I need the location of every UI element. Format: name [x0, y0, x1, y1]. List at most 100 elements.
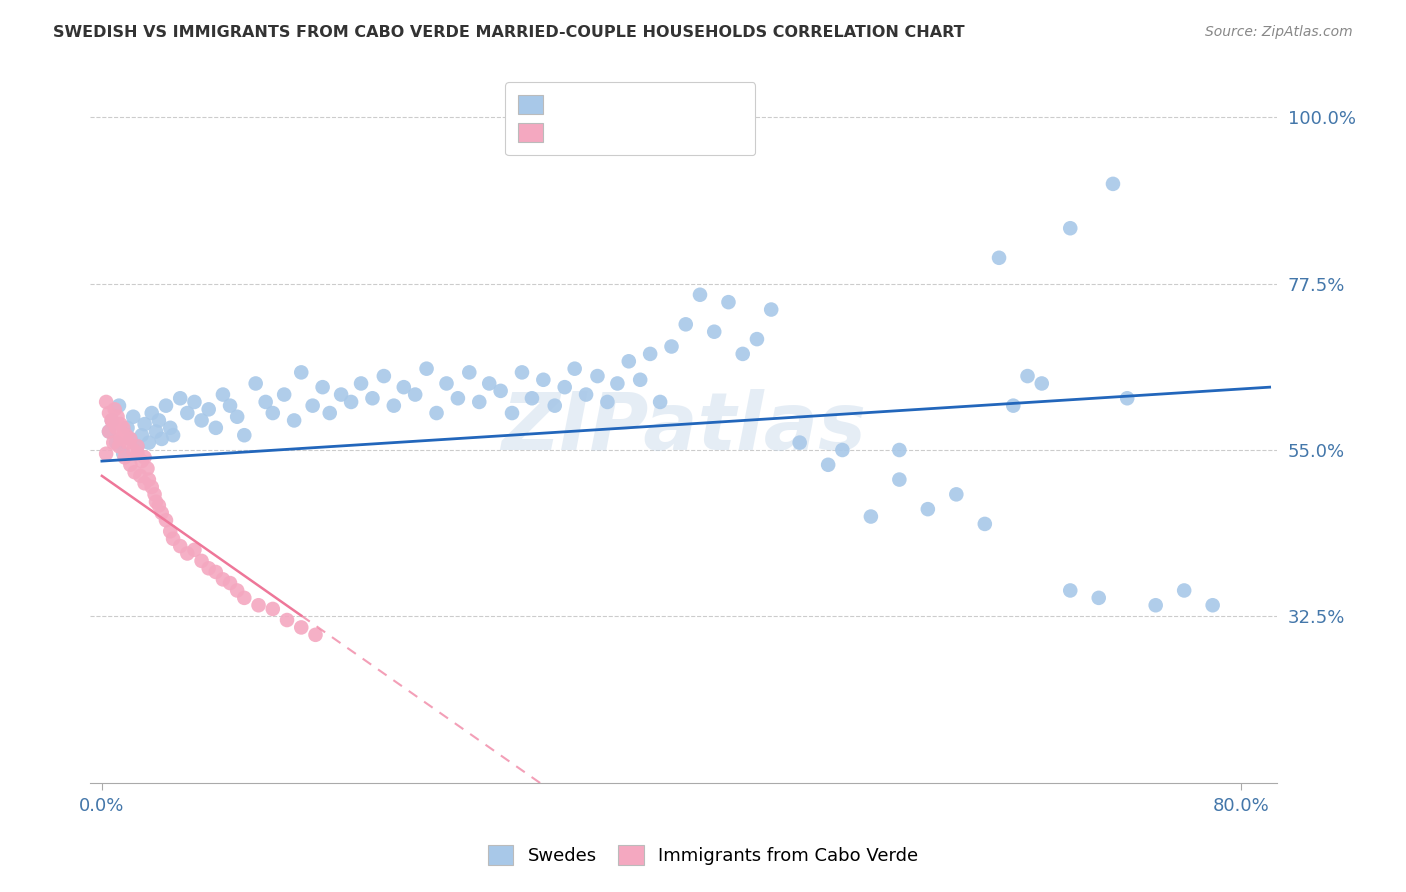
Point [262, 406, 284, 420]
Point [110, 417, 132, 431]
Point [586, 369, 609, 384]
Point [103, 435, 125, 450]
Point [1002, 399, 1025, 413]
Point [134, 476, 156, 491]
Point [531, 373, 554, 387]
Point [350, 376, 373, 391]
Point [124, 465, 146, 479]
Point [290, 365, 312, 379]
Point [127, 439, 149, 453]
Point [510, 365, 533, 379]
Point [650, 395, 672, 409]
Point [311, 380, 333, 394]
Point [273, 387, 295, 401]
Point [96, 447, 118, 461]
Point [617, 354, 640, 368]
Point [226, 409, 249, 424]
Point [247, 599, 270, 613]
Point [101, 413, 124, 427]
Point [245, 376, 267, 391]
Point [176, 406, 198, 420]
Point [120, 432, 142, 446]
Point [134, 417, 156, 431]
Point [262, 602, 284, 616]
Point [105, 435, 128, 450]
Point [330, 387, 353, 401]
Point [731, 347, 754, 361]
Point [150, 432, 173, 446]
Point [361, 391, 384, 405]
Point [105, 421, 128, 435]
Point [436, 376, 458, 391]
Point [1059, 221, 1081, 235]
Point [1144, 599, 1167, 613]
Text: Source: ZipAtlas.com: Source: ZipAtlas.com [1205, 25, 1353, 39]
Text: N =: N = [624, 88, 664, 106]
Point [917, 502, 939, 516]
Point [301, 399, 323, 413]
Point [945, 487, 967, 501]
Point [319, 406, 342, 420]
Point [169, 391, 191, 405]
Point [575, 387, 598, 401]
Point [889, 473, 911, 487]
Point [628, 373, 651, 387]
Point [554, 380, 576, 394]
Point [458, 365, 481, 379]
Legend: R =  0.146    N = 98 , R = -0.177    N = 53 : R = 0.146 N = 98 , R = -0.177 N = 53 [505, 82, 755, 155]
Point [638, 347, 661, 361]
Point [101, 413, 124, 427]
Point [159, 524, 181, 539]
Point [661, 339, 683, 353]
Point [489, 384, 512, 398]
Point [141, 480, 163, 494]
Point [108, 399, 131, 413]
Point [382, 399, 405, 413]
Point [859, 509, 882, 524]
Point [117, 435, 139, 450]
Point [817, 458, 839, 472]
Point [169, 539, 191, 553]
Point [1017, 369, 1039, 384]
Point [120, 458, 142, 472]
Point [127, 439, 149, 453]
Point [596, 395, 619, 409]
Point [1087, 591, 1109, 605]
Text: R =: R = [515, 88, 554, 106]
Point [183, 542, 205, 557]
Point [478, 376, 501, 391]
Point [564, 361, 586, 376]
Text: ZIPatlas: ZIPatlas [501, 389, 866, 467]
Point [745, 332, 768, 346]
Point [162, 532, 184, 546]
Point [127, 447, 149, 461]
Point [290, 620, 312, 634]
Text: 53: 53 [664, 110, 686, 128]
Point [138, 435, 160, 450]
Point [675, 318, 697, 332]
Text: 0.146: 0.146 [560, 88, 612, 106]
Point [392, 380, 415, 394]
Point [131, 454, 153, 468]
Point [425, 406, 447, 420]
Point [143, 487, 166, 501]
Point [606, 376, 628, 391]
Point [115, 428, 138, 442]
Point [131, 428, 153, 442]
Point [889, 442, 911, 457]
Point [141, 406, 163, 420]
Point [183, 395, 205, 409]
Point [190, 554, 212, 568]
Point [176, 547, 198, 561]
Point [120, 432, 142, 446]
Point [789, 435, 811, 450]
Point [98, 425, 121, 439]
Point [114, 450, 136, 465]
Point [104, 402, 127, 417]
Point [101, 413, 124, 427]
Point [197, 561, 219, 575]
Point [112, 421, 135, 435]
Point [145, 425, 167, 439]
Point [129, 468, 152, 483]
Point [226, 583, 249, 598]
